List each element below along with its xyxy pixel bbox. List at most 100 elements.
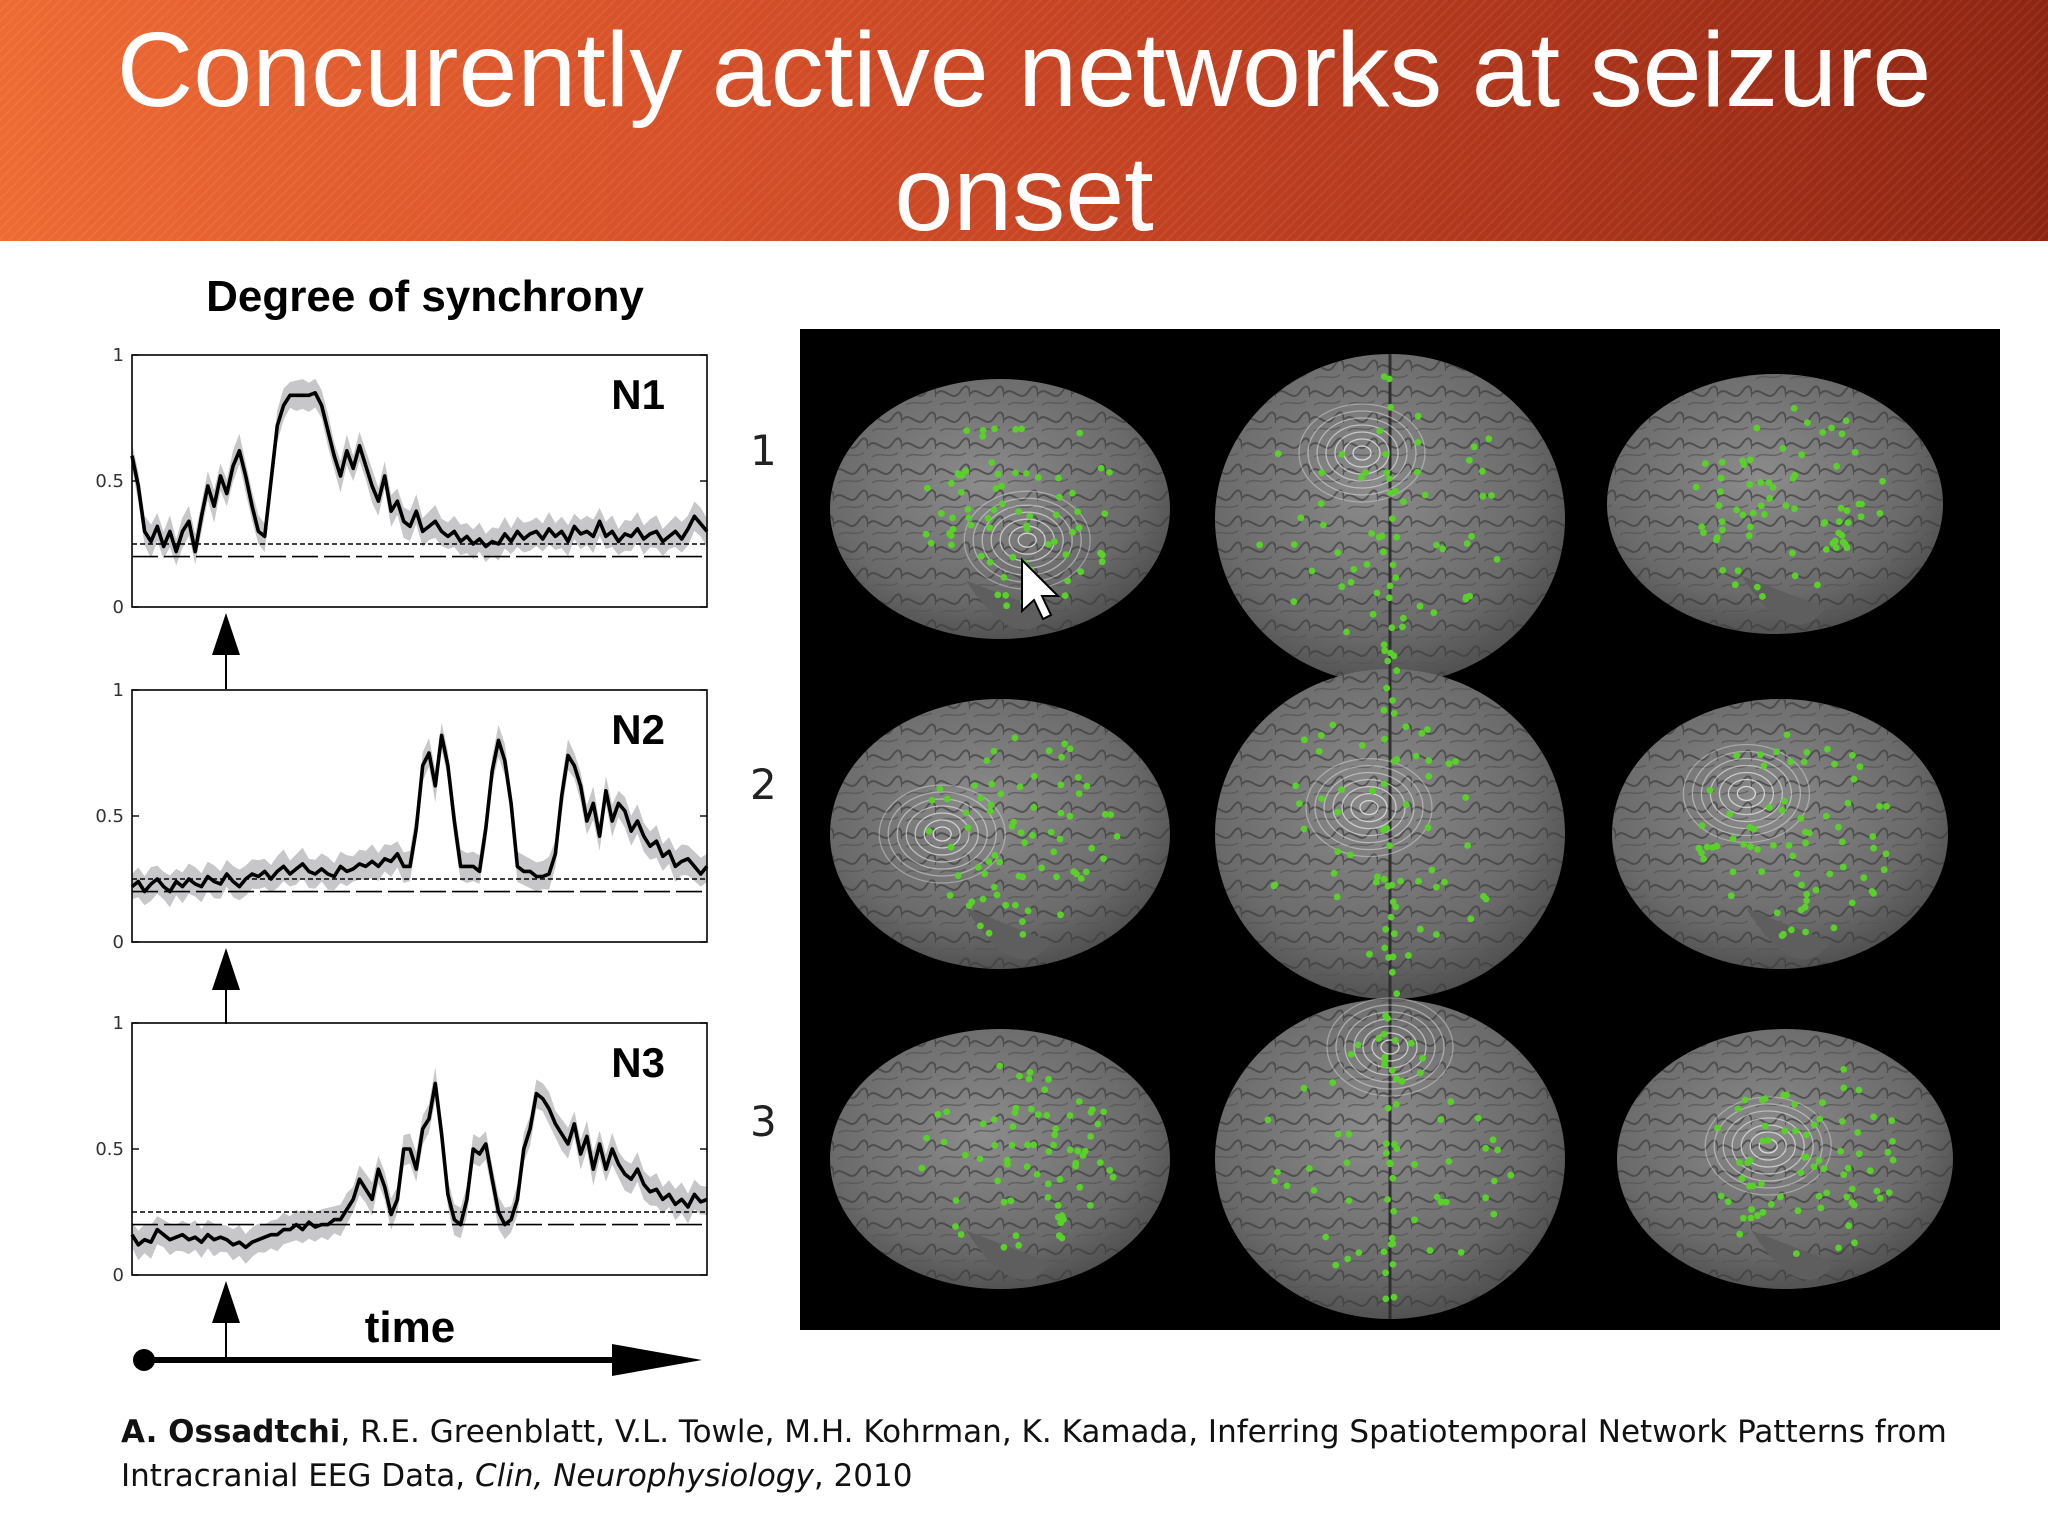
- activation-contour: [1344, 1011, 1436, 1083]
- electrode-dot: [1300, 1084, 1308, 1092]
- electrode-dot: [1012, 469, 1019, 477]
- electrode-dot: [1380, 780, 1388, 788]
- electrode-dot: [1866, 1167, 1874, 1174]
- electrode-dot: [1374, 873, 1381, 881]
- electrode-dot: [1855, 1086, 1863, 1094]
- electrode-dot: [1759, 1137, 1767, 1145]
- y-tick-label: 1: [113, 1013, 124, 1034]
- electrode-dot: [1012, 1232, 1020, 1239]
- electrode-dot: [1074, 774, 1082, 781]
- electrode-dot: [1029, 832, 1036, 839]
- electrode-dot: [979, 1120, 987, 1128]
- activation-contour: [1298, 403, 1426, 503]
- electrode-dot: [991, 1141, 998, 1149]
- electrode-dot: [1803, 748, 1811, 756]
- electrode-dot: [998, 482, 1005, 490]
- electrode-dot: [1390, 652, 1398, 660]
- electrode-dot: [1318, 795, 1325, 802]
- y-tick-label: 0: [113, 1265, 124, 1286]
- electrode-dot: [1050, 1141, 1057, 1149]
- electrode-dot: [1740, 841, 1748, 848]
- activation-contour: [1704, 1096, 1832, 1196]
- electrode-dot: [1812, 886, 1820, 894]
- electrode-dot: [996, 858, 1003, 866]
- activation-contour: [1731, 1117, 1805, 1175]
- electrode-dot: [1840, 1171, 1848, 1179]
- electrode-dot: [922, 530, 930, 538]
- activation-contour: [1307, 410, 1417, 496]
- panel-label: N2: [611, 706, 665, 753]
- electrode-dot: [1052, 1125, 1060, 1133]
- electrode-dot: [1441, 878, 1448, 886]
- electrode-dot: [1411, 1161, 1418, 1168]
- electrode-dot: [1857, 513, 1865, 521]
- activation-contour: [1341, 785, 1397, 830]
- activation-contour: [905, 805, 979, 863]
- electrode-dot: [918, 1164, 926, 1172]
- electrode-dot: [1052, 511, 1060, 519]
- electrode-dot: [1835, 1244, 1842, 1252]
- electrode-dot: [1835, 518, 1843, 525]
- electrode-dot: [1397, 877, 1404, 885]
- electrode-dot: [1045, 1148, 1053, 1155]
- activation-contour: [1335, 1004, 1445, 1090]
- activation-contour: [887, 791, 997, 877]
- electrode-dot: [1416, 1069, 1424, 1077]
- electrode-dot: [990, 883, 998, 891]
- citation: A. Ossadtchi, R.E. Greenblatt, V.L. Towl…: [121, 1410, 2001, 1498]
- electrode-dot: [923, 1134, 930, 1142]
- electrode-dot: [1844, 1164, 1852, 1172]
- electrode-dot: [1783, 731, 1791, 739]
- electrode-dot: [1347, 578, 1355, 586]
- electrode-dot: [1855, 500, 1863, 508]
- electrode-dot: [1077, 875, 1085, 882]
- electrode-dot: [1712, 536, 1720, 544]
- electrode-dot: [1819, 429, 1827, 436]
- electrode-dot: [1791, 472, 1799, 479]
- electrode-dot: [1343, 628, 1350, 636]
- electrode-dot: [1344, 1255, 1352, 1263]
- electrode-dot: [1380, 1248, 1388, 1256]
- electrode-dot: [1767, 1200, 1775, 1208]
- activation-contour: [1722, 1110, 1814, 1182]
- electrode-dot: [1380, 826, 1387, 834]
- electrode-dot: [1051, 1131, 1058, 1139]
- electrode-dot: [1389, 697, 1396, 704]
- x-axis-label: time: [364, 1303, 456, 1352]
- electrode-dot: [1462, 593, 1470, 601]
- electrode-dot: [1791, 1101, 1798, 1108]
- electrode-dot: [1851, 448, 1859, 456]
- synchrony-plot-n3: 1 0.5 0 N3: [95, 1013, 708, 1357]
- electrode-dot: [1057, 781, 1065, 789]
- electrode-dot: [1769, 484, 1777, 491]
- electrode-dot: [1386, 582, 1394, 590]
- electrode-dot: [1490, 1177, 1498, 1185]
- electrode-dot: [1087, 1109, 1095, 1116]
- electrode-dot: [1061, 740, 1068, 748]
- activation-contour: [1017, 532, 1037, 548]
- electrode-dot: [1488, 492, 1495, 499]
- electrode-dot: [1802, 839, 1809, 847]
- electrode-dot: [934, 1111, 942, 1118]
- electrode-dot: [979, 427, 987, 434]
- electrode-dot: [1739, 457, 1746, 465]
- brain-renderings: [830, 354, 1953, 1319]
- electrode-dot: [1390, 930, 1398, 938]
- electrode-dot: [1101, 510, 1109, 517]
- electrode-dot: [1034, 474, 1042, 481]
- electrode-dot: [1734, 567, 1742, 575]
- electrode-dot: [940, 1138, 948, 1146]
- electrode-dot: [1797, 1169, 1805, 1177]
- electrode-dot: [1334, 1130, 1342, 1138]
- electrode-dot: [1385, 475, 1393, 482]
- electrode-dot: [1274, 450, 1282, 458]
- electrode-dot: [1729, 868, 1737, 876]
- electrode-dot: [1023, 470, 1030, 477]
- electrode-dot: [1462, 794, 1470, 801]
- electrode-dot: [1368, 530, 1375, 537]
- electrode-dot: [1814, 581, 1821, 589]
- electrode-dot: [1400, 498, 1407, 506]
- electrode-dot: [1333, 893, 1341, 901]
- electrode-dot: [1380, 875, 1388, 883]
- electrode-dot: [1717, 1192, 1725, 1200]
